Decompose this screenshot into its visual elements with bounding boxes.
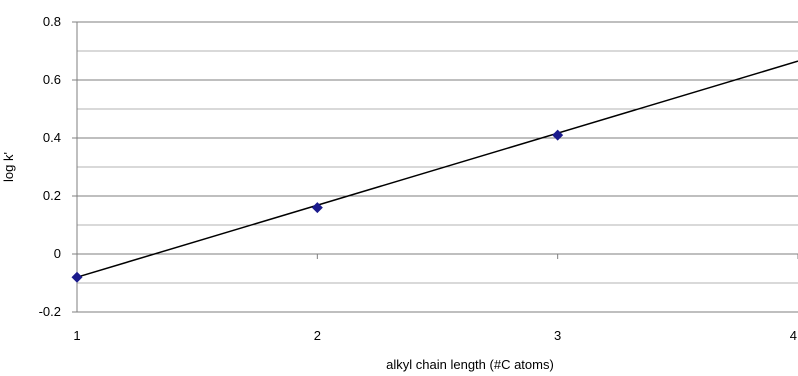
y-tick-label: 0.8 bbox=[43, 14, 61, 29]
x-tick-label: 2 bbox=[314, 328, 321, 343]
x-tick-label: 3 bbox=[554, 328, 561, 343]
y-tick-label: 0 bbox=[54, 246, 61, 261]
data-point bbox=[311, 202, 323, 214]
x-axis-title: alkyl chain length (#C atoms) bbox=[386, 357, 554, 372]
axes bbox=[72, 21, 798, 313]
y-tick-label: 0.2 bbox=[43, 188, 61, 203]
x-tick-label: 1 bbox=[73, 328, 80, 343]
x-tick-label: 4 bbox=[790, 328, 797, 343]
data-points bbox=[71, 129, 564, 283]
y-tick-label: -0.2 bbox=[39, 304, 61, 319]
y-tick-label: 0.4 bbox=[43, 130, 61, 145]
trendline bbox=[76, 60, 798, 278]
y-axis-title: log k' bbox=[1, 152, 16, 182]
data-point bbox=[552, 129, 564, 141]
tick-labels: -0.2 0 0.2 0.4 0.6 0.8 1 2 3 4 bbox=[39, 14, 797, 343]
data-point bbox=[71, 271, 83, 283]
trendline-group bbox=[76, 60, 798, 278]
y-tick-label: 0.6 bbox=[43, 72, 61, 87]
